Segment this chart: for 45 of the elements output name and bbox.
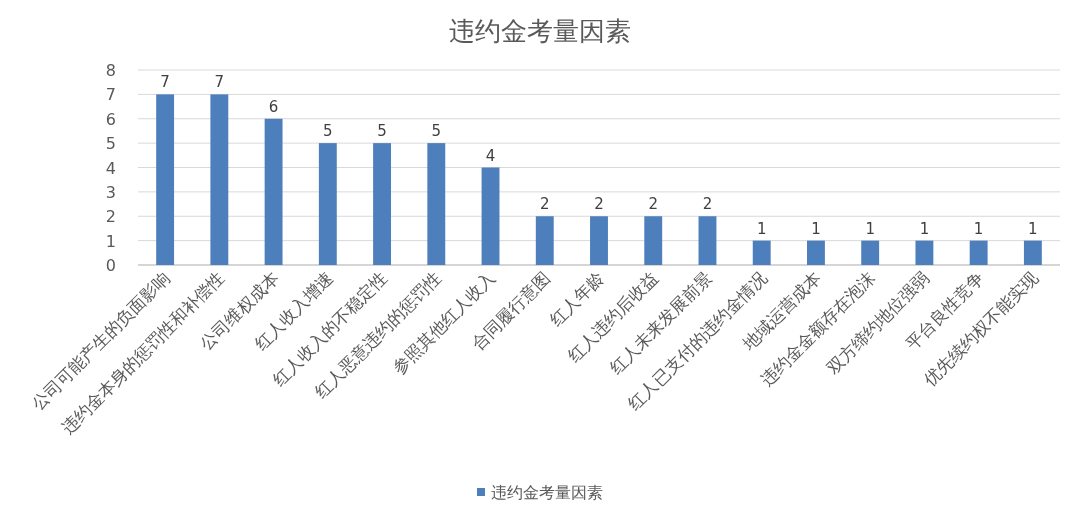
bar: [861, 240, 880, 265]
bar: [427, 143, 446, 265]
y-tick-label: 8: [105, 61, 116, 80]
bar: [969, 240, 988, 265]
data-label: 1: [756, 219, 767, 238]
bar: [535, 216, 554, 265]
bar: [318, 143, 337, 265]
data-label: 1: [865, 219, 875, 238]
legend: 违约金考量因素: [477, 483, 603, 502]
data-label: 1: [919, 219, 930, 238]
bar: [1023, 240, 1042, 265]
data-label: 2: [648, 195, 659, 214]
bar: [264, 118, 283, 265]
data-label: 4: [485, 146, 496, 165]
data-label: 2: [594, 195, 604, 214]
bar: [806, 240, 825, 265]
y-tick-label: 6: [105, 109, 116, 129]
data-label: 1: [811, 219, 821, 238]
data-label: 6: [268, 97, 279, 116]
bar: [481, 167, 500, 265]
bar: [644, 216, 663, 265]
bar: [915, 240, 934, 265]
data-label: 5: [377, 122, 387, 141]
y-tick-label: 3: [105, 182, 116, 202]
bar: [752, 240, 771, 265]
y-tick-label: 4: [105, 158, 116, 178]
data-label: 1: [1028, 219, 1038, 238]
data-label: 2: [539, 195, 550, 214]
bar: [698, 216, 717, 265]
data-label: 7: [160, 73, 170, 92]
data-label: 5: [431, 122, 442, 141]
data-label: 5: [323, 122, 333, 141]
bar: [590, 216, 608, 265]
y-tick-label: 2: [105, 207, 116, 227]
data-label: 1: [973, 219, 984, 238]
y-tick-label: 7: [105, 85, 116, 105]
chart-title: 违约金考量因素: [449, 16, 631, 46]
y-tick-label: 1: [105, 231, 116, 251]
data-label: 2: [702, 195, 713, 214]
bar: [156, 94, 175, 265]
bar: [373, 143, 392, 265]
bar: [210, 94, 229, 265]
y-tick-label: 5: [105, 134, 116, 154]
y-tick-label: 0: [105, 256, 116, 275]
data-label: 7: [214, 73, 225, 92]
